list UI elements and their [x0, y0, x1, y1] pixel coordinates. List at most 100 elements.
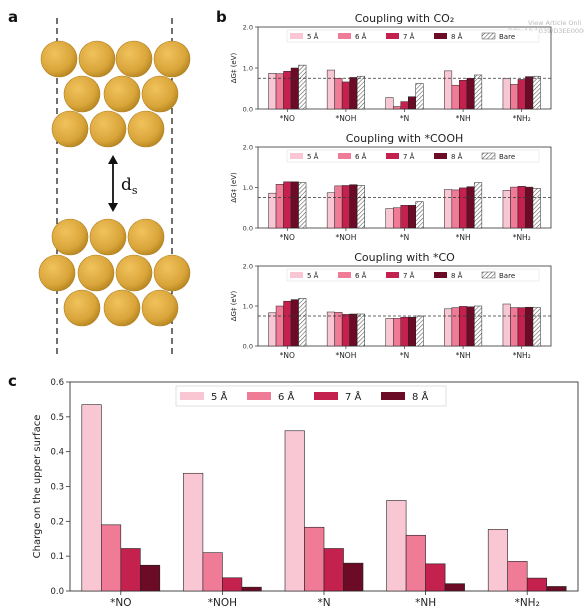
bar-8 [466, 186, 475, 229]
legend-swatch [434, 33, 447, 39]
x-category-label: *N [400, 233, 409, 242]
bar-5 [487, 529, 509, 592]
bar-8 [466, 78, 475, 110]
bar-Bare [474, 74, 483, 110]
legend-swatch [481, 152, 496, 160]
bar-Bare [415, 83, 424, 110]
legend-label: 7 Å [403, 152, 415, 161]
bar-8 [349, 77, 358, 110]
y-tick-label: 0.6 [50, 378, 64, 388]
panel-c: c 0.0 0.1 0.2 0.3 0.4 0.5 0.6 Charge on the upp… [8, 372, 579, 609]
metal-atom [103, 75, 141, 113]
legend: 5 Å 6 Å 7 Å 8 Å Bare [286, 29, 540, 43]
legend-label: 7 Å [403, 271, 415, 280]
bar-6 [275, 73, 284, 110]
bar-8 [546, 586, 567, 592]
bar-5 [444, 308, 453, 347]
ds-label: ds [121, 175, 138, 197]
bar-8 [408, 316, 416, 347]
x-category-label: *N [317, 597, 330, 609]
y-tick-label: 2.0 [243, 262, 253, 270]
metal-atom [115, 254, 153, 292]
metal-atom [89, 110, 127, 148]
bar-8 [525, 76, 534, 110]
metal-atom [38, 254, 76, 292]
panel-c-letter: c [8, 372, 17, 390]
metal-atom [127, 110, 165, 148]
bar-8 [444, 583, 465, 592]
metal-atom [63, 75, 101, 113]
bar-5 [284, 430, 305, 592]
legend-swatch [481, 271, 496, 279]
y-tick-label: 1.0 [243, 64, 253, 72]
chart-title: Coupling with CO₂ [355, 12, 455, 25]
legend-swatch [386, 33, 399, 39]
metal-atom [63, 289, 101, 327]
x-category-label: *NOH [208, 597, 237, 609]
metal-atom [51, 218, 89, 256]
bar-7 [120, 548, 141, 592]
legend-label: 8 Å [451, 271, 463, 280]
y-tick-label: 2.0 [243, 23, 253, 31]
metal-atom [153, 40, 191, 78]
bar-Bare [298, 182, 307, 229]
legend-swatch [338, 153, 351, 159]
x-category-label: *NOH [335, 114, 356, 123]
legend-swatch [247, 392, 271, 400]
bar-6 [451, 307, 460, 347]
legend-label: 6 Å [355, 152, 367, 161]
bar-5 [183, 472, 204, 592]
bar-6 [304, 526, 325, 592]
bar-7 [459, 306, 468, 347]
x-category-label: *NH [415, 597, 436, 609]
y-tick-label: 0.4 [50, 448, 64, 458]
legend-label: Bare [499, 153, 515, 161]
bar-5 [81, 404, 102, 592]
bar-8 [241, 586, 262, 592]
legend-swatch [386, 153, 399, 159]
chart-title: Coupling with *CO [354, 251, 455, 264]
panel-b-letter: b [216, 8, 227, 26]
y-tick-label: 0.2 [50, 517, 64, 527]
metal-atom [153, 254, 191, 292]
y-tick-label: 0.0 [243, 105, 253, 113]
metal-atom [103, 289, 141, 327]
coupling-chart-2: Coupling with *CO 0.0 1.0 2.0 ΔG‡ (eV) *NO *NO… [230, 251, 552, 360]
panel-a-letter: a [8, 8, 18, 26]
doi-note: DOI: 10.1039/D3EE00008 [508, 27, 584, 35]
bar-8 [525, 306, 534, 347]
view-article-note: View Article Onli [528, 19, 581, 27]
y-tick-label: 0.0 [50, 587, 64, 597]
bar-7 [283, 71, 292, 110]
bar-8 [290, 299, 299, 347]
legend-label: 5 Å [307, 32, 319, 41]
bar-6 [405, 534, 426, 592]
bar-5 [326, 192, 335, 229]
legend-label: 8 Å [412, 390, 429, 403]
bar-6 [275, 305, 284, 347]
x-category-label: *NOH [335, 351, 356, 360]
x-category-label: *NO [110, 597, 131, 609]
metal-atom [40, 40, 78, 78]
legend-label: 5 Å [307, 271, 319, 280]
bar-7 [341, 81, 350, 110]
bar-5 [268, 312, 277, 347]
bar-5 [268, 192, 277, 229]
bar-5 [268, 73, 277, 110]
bar-5 [386, 500, 407, 592]
bar-7 [459, 80, 468, 110]
bar-7 [526, 577, 548, 592]
bar-6 [334, 312, 343, 347]
bar-Bare [356, 313, 365, 347]
bar-6 [101, 524, 122, 592]
metal-atom [78, 40, 116, 78]
bar-7 [283, 300, 292, 347]
bar-Bare [298, 64, 307, 110]
x-category-label: *NH₂ [513, 114, 531, 123]
y-tick-label: 0.0 [243, 224, 253, 232]
bar-6 [334, 185, 343, 229]
bar-Bare [356, 75, 365, 110]
bar-Bare [356, 185, 365, 229]
bar-7 [283, 181, 292, 229]
